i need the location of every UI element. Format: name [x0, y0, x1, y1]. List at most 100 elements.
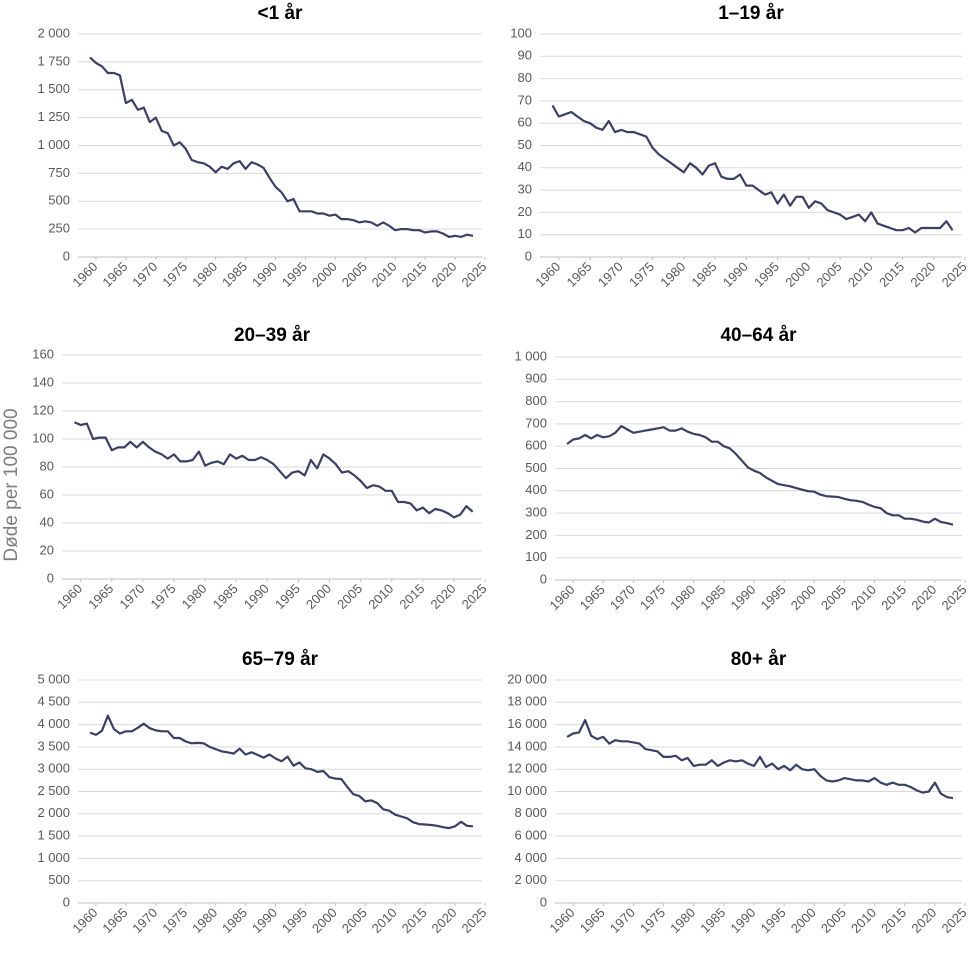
x-tick-label: 2025	[939, 905, 970, 936]
y-tick-label: 1 500	[37, 828, 70, 843]
x-tick-label: 1990	[727, 582, 758, 613]
y-tick-label: 16 000	[507, 716, 547, 731]
y-tick-label: 70	[518, 92, 532, 107]
x-tick-label: 2020	[908, 582, 939, 613]
y-tick-label: 1 000	[37, 850, 70, 865]
y-tick-label: 20	[518, 204, 532, 219]
y-tick-label: 5 000	[37, 671, 70, 686]
y-tick-label: 300	[525, 505, 547, 520]
y-tick-label: 1 250	[37, 109, 70, 124]
x-tick-label: 1960	[547, 905, 578, 936]
x-tick-label: 2010	[369, 259, 400, 290]
x-tick-label: 2000	[303, 581, 334, 612]
y-tick-label: 200	[525, 527, 547, 542]
x-tick-label: 1960	[54, 581, 85, 612]
x-tick-label: 2025	[458, 905, 489, 936]
y-tick-label: 750	[48, 165, 70, 180]
y-tick-label: 50	[518, 137, 532, 152]
y-tick-label: 140	[32, 374, 54, 389]
x-tick-label: 2020	[429, 905, 460, 936]
y-tick-label: 10	[518, 226, 532, 241]
data-line	[551, 104, 954, 234]
y-tick-label: 600	[525, 438, 547, 453]
x-tick-label: 2005	[818, 582, 849, 613]
x-tick-label: 2015	[878, 582, 909, 613]
y-tick-label: 40	[518, 159, 532, 174]
y-tick-label: 100	[525, 549, 547, 564]
x-tick-label: 2010	[365, 581, 396, 612]
x-tick-label: 1960	[547, 582, 578, 613]
y-tick-label: 40	[40, 514, 54, 529]
y-tick-label: 60	[518, 115, 532, 130]
y-tick-label: 2 000	[514, 872, 547, 887]
x-tick-label: 2015	[399, 905, 430, 936]
x-tick-label: 1985	[697, 905, 728, 936]
data-line	[566, 719, 954, 800]
x-tick-label: 1975	[159, 905, 190, 936]
x-tick-label: 1990	[720, 259, 751, 290]
y-tick-label: 100	[32, 430, 54, 445]
x-tick-label: 2005	[814, 259, 845, 290]
x-tick-label: 1970	[129, 259, 160, 290]
x-tick-label: 1995	[279, 259, 310, 290]
y-tick-label: 20	[40, 542, 54, 557]
x-tick-label: 1980	[657, 259, 688, 290]
x-tick-label: 1965	[577, 905, 608, 936]
x-tick-label: 2020	[907, 259, 938, 290]
x-tick-label: 1970	[595, 259, 626, 290]
x-tick-label: 2025	[458, 259, 489, 290]
y-tick-label: 3 500	[37, 738, 70, 753]
y-tick-label: 30	[518, 182, 532, 197]
y-tick-label: 500	[525, 460, 547, 475]
y-tick-label: 80	[518, 70, 532, 85]
y-tick-label: 0	[63, 248, 70, 263]
y-tick-label: 120	[32, 402, 54, 417]
y-tick-label: 60	[40, 486, 54, 501]
x-tick-label: 1995	[758, 582, 789, 613]
x-tick-label: 2000	[788, 582, 819, 613]
x-tick-label: 1980	[179, 581, 210, 612]
x-tick-label: 1985	[219, 905, 250, 936]
x-tick-label: 2010	[369, 905, 400, 936]
chart-title: 40–64 år	[720, 325, 797, 346]
y-tick-label: 90	[518, 48, 532, 63]
x-tick-label: 1990	[249, 905, 280, 936]
chart-title: 80+ år	[731, 649, 787, 670]
chart-title: 65–79 år	[242, 649, 319, 670]
chart-title: <1 år	[258, 3, 304, 24]
x-tick-label: 2010	[845, 259, 876, 290]
x-tick-label: 1980	[667, 905, 698, 936]
data-line	[566, 425, 954, 526]
y-tick-label: 800	[525, 393, 547, 408]
x-tick-label: 1960	[69, 259, 100, 290]
x-tick-label: 1980	[189, 259, 220, 290]
y-tick-label: 100	[510, 25, 532, 40]
x-tick-label: 1980	[189, 905, 220, 936]
y-tick-label: 0	[525, 248, 532, 263]
x-tick-label: 1975	[637, 905, 668, 936]
x-tick-label: 2005	[334, 581, 365, 612]
y-tick-label: 1 750	[37, 53, 70, 68]
x-tick-label: 2000	[788, 905, 819, 936]
y-tick-label: 1 000	[37, 137, 70, 152]
x-tick-label: 1995	[279, 905, 310, 936]
y-tick-label: 700	[525, 415, 547, 430]
x-tick-label: 2000	[309, 259, 340, 290]
y-tick-label: 500	[48, 193, 70, 208]
chart-title: 1–19 år	[718, 3, 784, 24]
x-tick-label: 1975	[147, 581, 178, 612]
x-tick-label: 2025	[939, 259, 970, 290]
y-tick-label: 0	[540, 894, 547, 909]
data-line	[73, 421, 474, 519]
x-tick-label: 2010	[848, 905, 879, 936]
y-tick-label: 12 000	[507, 761, 547, 776]
x-tick-label: 1990	[249, 259, 280, 290]
chart-title: 20–39 år	[234, 325, 311, 346]
x-tick-label: 2025	[939, 582, 970, 613]
x-tick-label: 1970	[116, 581, 147, 612]
x-tick-label: 1975	[637, 582, 668, 613]
x-tick-label: 2005	[339, 259, 370, 290]
y-tick-label: 18 000	[507, 694, 547, 709]
x-tick-label: 2025	[459, 581, 490, 612]
y-tick-label: 2 000	[37, 805, 70, 820]
